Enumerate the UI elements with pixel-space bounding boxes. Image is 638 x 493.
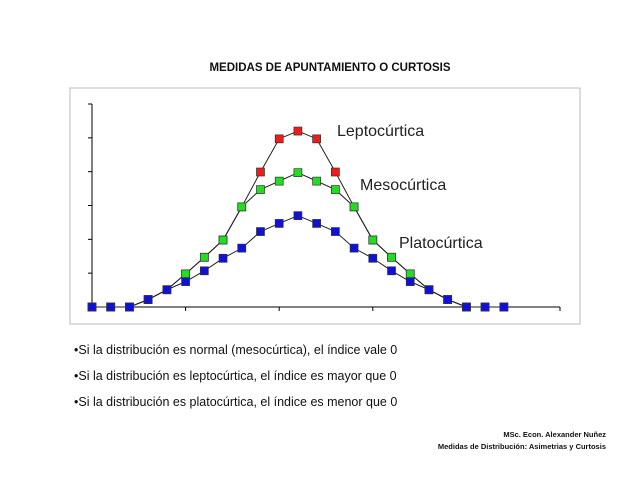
point-leptocurtica [293,126,303,136]
point-platocurtica [181,277,190,286]
point-platocurtica [256,227,265,236]
point-mesocurtica [349,202,359,212]
bullet-mesocurtica: •Si la distribución es normal (mesocúrti… [74,343,398,357]
point-platocurtica [349,243,359,253]
point-mesocurtica [312,176,321,186]
point-platocurtica [424,285,434,295]
point-platocurtica [405,277,415,286]
point-mesocurtica [368,235,378,245]
point-mesocurtica [199,252,209,262]
point-platocurtica [368,253,378,263]
point-platocurtica [480,302,490,312]
point-mesocurtica [181,269,190,279]
footer-subtitle: Medidas de Distribución: Asimetrias y Cu… [437,442,606,451]
footer-author: MSc. Econ. Alexander Nuñez [503,430,606,439]
point-platocurtica [237,243,247,253]
point-platocurtica [499,302,509,312]
footer: MSc. Econ. Alexander Nuñez Medidas de Di… [438,429,606,453]
point-platocurtica [87,302,97,312]
point-mesocurtica [387,252,396,262]
point-platocurtica [162,285,172,295]
bullet-platocurtica: •Si la distribución es platocúrtica, el … [74,395,398,409]
annotation-platocurtica: Platocúrtica [399,235,483,252]
point-platocurtica [199,266,209,276]
slide-title: MEDIDAS DE APUNTAMIENTO O CURTOSIS [209,62,451,74]
point-platocurtica [143,295,153,304]
point-platocurtica [331,227,340,236]
point-platocurtica [125,302,134,312]
point-platocurtica [293,211,303,220]
point-mesocurtica [237,202,247,212]
point-leptocurtica [312,134,321,144]
point-platocurtica [218,253,228,263]
point-mesocurtica [331,185,340,194]
point-leptocurtica [256,167,265,177]
point-platocurtica [106,302,116,312]
point-platocurtica [387,266,396,276]
bullet-leptocurtica: •Si la distribución es leptocúrtica, el … [74,369,397,383]
point-platocurtica [274,219,284,228]
point-mesocurtica [274,176,284,186]
point-mesocurtica [218,235,228,245]
point-leptocurtica [274,134,284,144]
plot-frame [69,87,581,325]
point-mesocurtica [405,269,415,279]
point-platocurtica [462,302,471,312]
annotation-leptocurtica: Leptocúrtica [337,123,424,140]
point-mesocurtica [256,185,265,194]
point-platocurtica [312,219,321,228]
annotation-mesocurtica: Mesocúrtica [360,177,446,194]
point-mesocurtica [293,168,303,178]
point-leptocurtica [331,167,340,177]
point-platocurtica [443,295,453,304]
